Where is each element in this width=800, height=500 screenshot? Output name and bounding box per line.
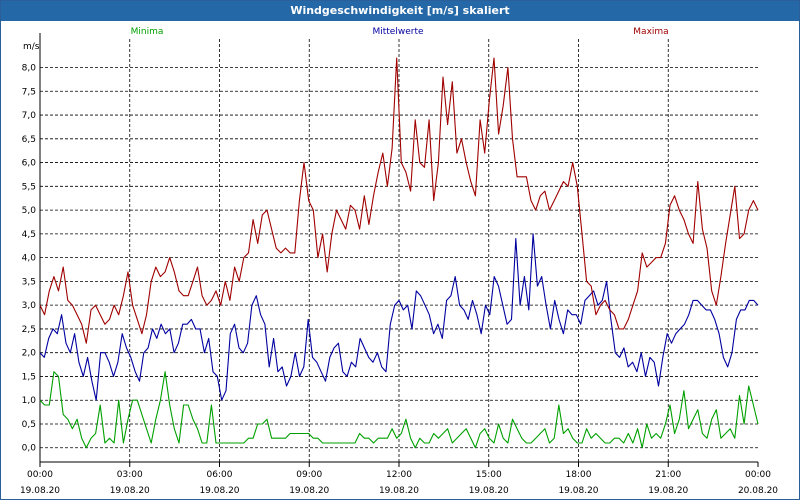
x-tick-time: 21:00	[655, 470, 681, 480]
y-tick-label: 5,5	[22, 182, 36, 192]
legend: Minima Mittelwerte Maxima	[131, 27, 669, 37]
chart-canvas: 0,0 0,5 1,0 1,5 2,0 2,5 3,0 3,5 4,0 4,5 5,0 5,5 6,0 6…	[20, 27, 778, 496]
series-lines	[39, 57, 759, 449]
x-tick-time: 00:00	[27, 470, 53, 480]
x-tick-time: 03:00	[117, 470, 143, 480]
y-tick-label: 7,5	[22, 87, 36, 97]
y-axis-label: m/s	[23, 42, 40, 52]
y-tick-label: 0,5	[22, 420, 36, 430]
x-tick-date: 19.08.20	[20, 486, 60, 496]
series-minima-line	[39, 371, 759, 449]
y-tick-label: 1,0	[22, 396, 37, 406]
legend-item-mittelwerte: Mittelwerte	[372, 27, 423, 37]
chart-title: Windgeschwindigkeit [m/s] skaliert	[1, 1, 799, 21]
y-tick-label: 4,5	[22, 230, 36, 240]
x-tick-time: 15:00	[476, 470, 502, 480]
legend-item-minima: Minima	[131, 27, 164, 37]
x-tick-time: 18:00	[566, 470, 592, 480]
x-tick-date: 20.08.20	[738, 486, 778, 496]
x-tick-time: 06:00	[207, 470, 233, 480]
x-tick-date: 19.08.20	[558, 486, 598, 496]
y-tick-label: 3,5	[22, 277, 36, 287]
x-tick-date: 19.08.20	[289, 486, 329, 496]
series-mittelwerte-line	[39, 233, 759, 401]
y-tick-label: 1,5	[22, 372, 36, 382]
y-tick-label: 8,0	[22, 64, 37, 74]
x-tick-date: 19.08.20	[469, 486, 509, 496]
legend-item-maxima: Maxima	[633, 27, 668, 37]
y-tick-label: 4,0	[22, 254, 37, 264]
y-tick-label: 0,0	[22, 444, 37, 454]
axes: 0,0 0,5 1,0 1,5 2,0 2,5 3,0 3,5 4,0 4,5 5,0 5,5 6,0 6…	[20, 33, 778, 496]
y-tick-label: 5,0	[22, 206, 37, 216]
x-tick-date: 19.08.20	[199, 486, 239, 496]
y-tick-label: 2,0	[22, 349, 37, 359]
series-maxima-line	[39, 57, 759, 344]
x-tick-time: 00:00	[745, 470, 771, 480]
x-tick-time: 12:00	[386, 470, 412, 480]
x-tick-date: 19.08.20	[379, 486, 419, 496]
x-tick-time: 09:00	[296, 470, 322, 480]
x-tick-date: 19.08.20	[110, 486, 150, 496]
y-tick-label: 2,5	[22, 325, 36, 335]
y-tick-label: 6,5	[22, 135, 36, 145]
y-tick-label: 7,0	[22, 111, 37, 121]
y-tick-label: 6,0	[22, 159, 37, 169]
y-tick-label: 3,0	[22, 301, 37, 311]
x-tick-date: 19.08.20	[648, 486, 688, 496]
